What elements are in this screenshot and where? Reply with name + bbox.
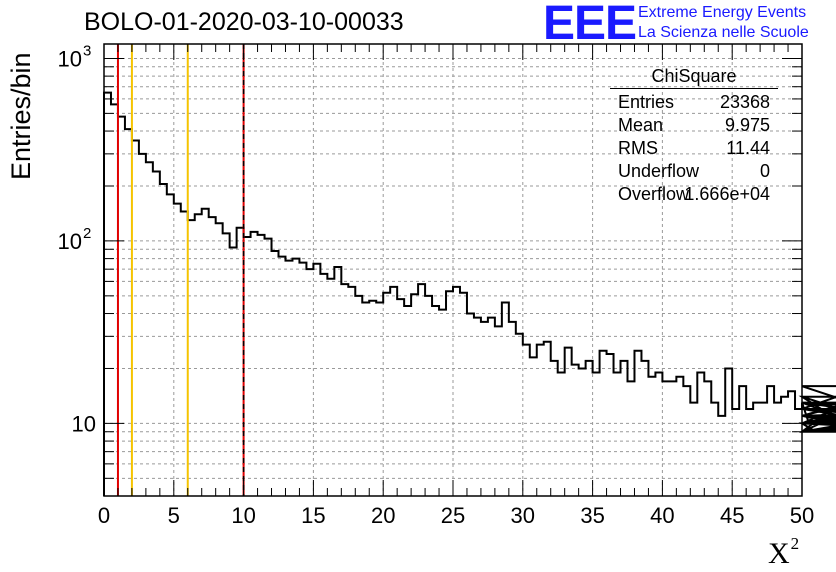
x-tick-label: 10 <box>231 503 255 528</box>
histogram-series <box>103 91 836 496</box>
stats-key: Entries <box>618 92 675 112</box>
stats-value: 0 <box>759 161 770 181</box>
y-tick-label: 10 <box>58 46 82 71</box>
stats-value: 1.666e+04 <box>684 184 770 204</box>
x-tick-label: 5 <box>168 503 180 528</box>
y-tick-exponent: 3 <box>83 42 91 59</box>
logo-text-line1: Extreme Energy Events <box>638 4 807 21</box>
y-tick-label: 10 <box>58 229 82 254</box>
stats-key: Mean <box>618 115 664 135</box>
x-tick-label: 40 <box>650 503 674 528</box>
logo-text-line2: La Scienza nelle Scuole <box>638 24 809 41</box>
stats-value: 11.44 <box>726 138 770 158</box>
x-tick-label: 25 <box>441 503 465 528</box>
x-tick-label: 30 <box>511 503 535 528</box>
stats-value: 23368 <box>719 92 770 112</box>
stats-row-entries: Entries 23368 <box>610 91 778 114</box>
stats-row-mean: Mean 9.975 <box>610 114 778 137</box>
x-tick-label: 0 <box>98 503 110 528</box>
stats-value: 9.975 <box>724 115 770 135</box>
x-axis-label-base: X <box>768 537 790 570</box>
y-tick-label: 10 <box>72 411 96 436</box>
x-tick-label: 45 <box>720 503 744 528</box>
stats-key: Underflow <box>618 161 700 181</box>
x-axis-label-superscript: 2 <box>790 534 800 553</box>
stats-row-underflow: Underflow 0 <box>610 160 778 183</box>
stats-key: Overflow <box>618 184 690 204</box>
stats-box-name: ChiSquare <box>610 66 778 89</box>
y-tick-exponent: 2 <box>83 225 91 242</box>
x-tick-label: 50 <box>790 503 814 528</box>
stats-row-rms: RMS 11.44 <box>610 137 778 160</box>
x-tick-label: 15 <box>301 503 325 528</box>
x-tick-label: 35 <box>580 503 604 528</box>
x-tick-label: 20 <box>371 503 395 528</box>
stats-key: RMS <box>618 138 658 158</box>
stats-row-overflow: Overflow 1.666e+04 <box>610 183 778 206</box>
run-title: BOLO-01-2020-03-10-00033 <box>84 8 404 36</box>
eee-logo-icon: EEE <box>543 0 637 50</box>
y-axis-label: Entries/bin <box>6 52 36 180</box>
x-axis-label: X2 <box>768 534 799 571</box>
stats-box: ChiSquare Entries 23368 Mean 9.975 RMS 11.4… <box>610 66 778 206</box>
